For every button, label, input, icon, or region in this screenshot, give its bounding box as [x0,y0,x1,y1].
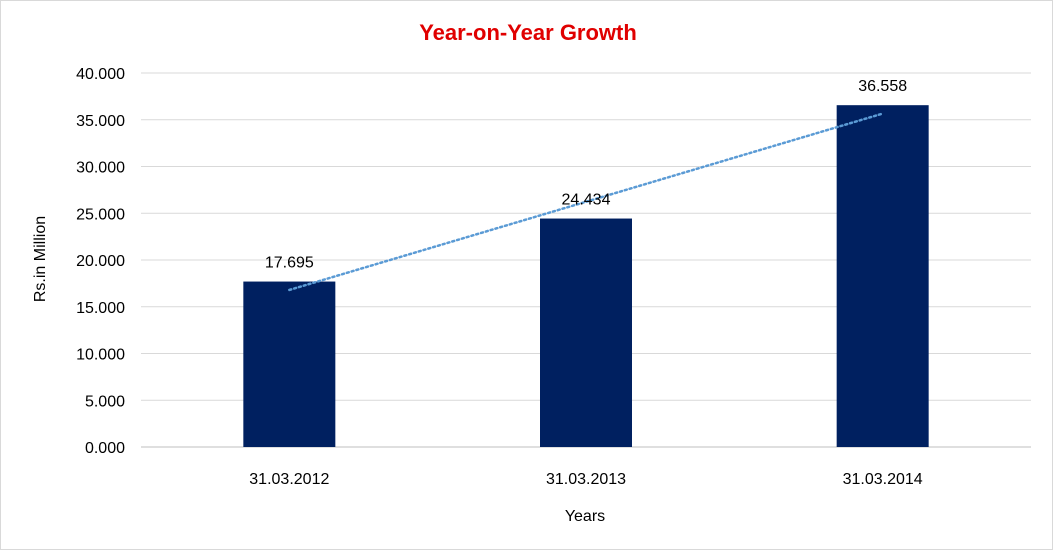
data-labels: 17.695 24.434 36.558 [265,78,907,271]
x-tick-label: 31.03.2013 [546,471,626,488]
y-tick-label: 40.000 [76,66,125,83]
y-tick-label: 0.000 [85,440,125,457]
trendline [288,112,884,292]
bar [243,281,336,447]
chart-title: Year-on-Year Growth [419,20,637,45]
y-tick-label: 30.000 [76,160,125,177]
bars [243,105,929,447]
x-axis-ticks: 31.03.2012 31.03.2013 31.03.2014 [249,471,923,488]
bar [540,218,632,447]
data-label: 24.434 [562,192,611,209]
y-axis-label: Rs.in Million [32,216,49,302]
x-tick-label: 31.03.2014 [843,471,923,488]
trendline-group [288,112,884,292]
y-tick-label: 5.000 [85,393,125,410]
x-tick-label: 31.03.2012 [249,471,329,488]
x-axis-label: Years [565,508,605,525]
data-label: 36.558 [858,78,907,95]
y-axis-ticks: 0.000 5.000 10.000 15.000 20.000 25.000 30.000… [76,66,125,457]
y-tick-label: 25.000 [76,206,125,223]
bar [836,105,929,447]
y-tick-label: 10.000 [76,347,125,364]
y-tick-label: 15.000 [76,300,125,317]
data-label: 17.695 [265,255,314,272]
y-tick-label: 35.000 [76,113,125,130]
y-tick-label: 20.000 [76,253,125,270]
